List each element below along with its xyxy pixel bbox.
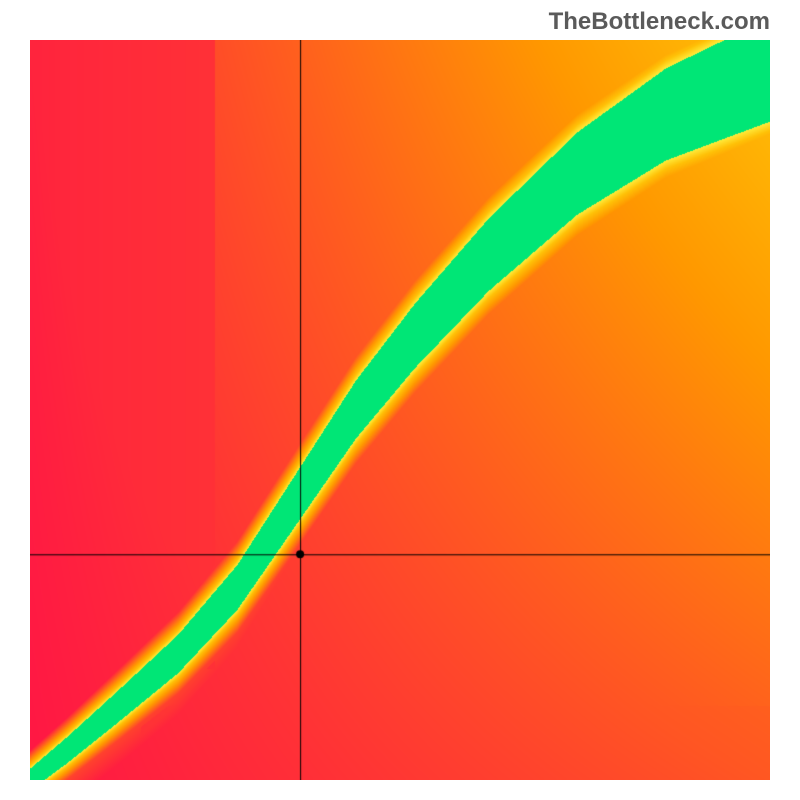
watermark-text: TheBottleneck.com [549,8,770,36]
heatmap-plot [30,40,770,780]
heatmap-canvas [30,40,770,780]
